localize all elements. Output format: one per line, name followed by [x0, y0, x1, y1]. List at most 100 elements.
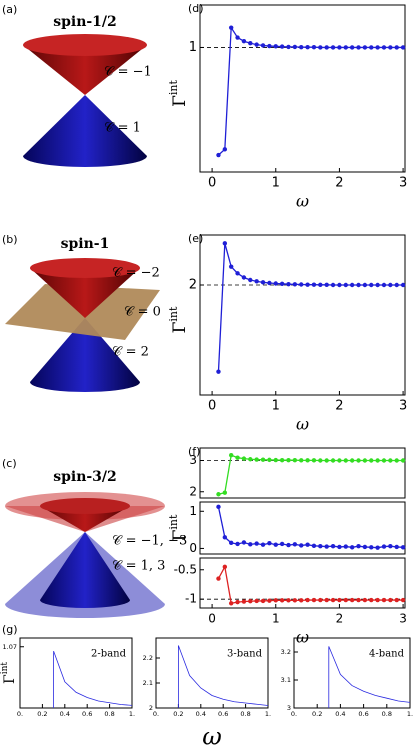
- x-tick-label: 0.6: [218, 710, 228, 718]
- y-axis-label-sup: int: [0, 662, 10, 675]
- data-line: [218, 454, 404, 495]
- data-point: [330, 597, 336, 603]
- data-point: [260, 43, 266, 48]
- y-axis-label-sup: int: [167, 80, 180, 96]
- x-axis-label: ω: [296, 192, 309, 211]
- x-tick-label: 0.2: [37, 710, 47, 718]
- data-point: [349, 597, 355, 603]
- data-point: [305, 542, 310, 547]
- data-point: [267, 43, 272, 49]
- data-point: [369, 282, 374, 288]
- x-tick-label: 1: [272, 612, 280, 626]
- data-point: [394, 458, 399, 463]
- data-point: [235, 455, 240, 460]
- y-tick-label: 2: [189, 484, 197, 498]
- y-axis-label: Γint: [167, 514, 190, 541]
- x-tick-label: 0.6: [82, 710, 92, 718]
- data-point: [388, 45, 393, 50]
- x-tick-label: 0.8: [240, 710, 250, 718]
- x-axis-label: ω: [296, 415, 309, 434]
- data-point: [343, 282, 348, 288]
- data-point: [343, 458, 348, 463]
- data-point: [311, 44, 317, 50]
- y-tick-label: 1: [189, 40, 197, 55]
- data-point: [248, 542, 253, 547]
- data-point: [222, 147, 228, 152]
- data-point: [349, 545, 355, 550]
- data-point: [248, 599, 253, 604]
- data-point: [375, 545, 380, 550]
- y-axis-label-base: Γ: [170, 529, 190, 541]
- y-tick-label: 3: [287, 704, 291, 712]
- data-point: [216, 152, 221, 158]
- data-point: [305, 282, 310, 287]
- x-tick-label: 0.8: [382, 710, 392, 718]
- data-point: [267, 541, 272, 546]
- x-tick-label: 0: [208, 176, 216, 191]
- data-point: [356, 458, 361, 463]
- x-tick-label: 3: [399, 399, 407, 414]
- data-point: [286, 44, 291, 50]
- x-tick-label: 0.2: [312, 710, 322, 718]
- annotation: 4-band: [369, 649, 405, 660]
- data-line: [217, 506, 404, 549]
- panel-title: spin-1: [61, 236, 110, 252]
- data-point: [305, 44, 310, 50]
- data-point: [356, 544, 361, 549]
- data-point: [330, 544, 336, 549]
- data-point: [349, 282, 355, 288]
- data-point: [388, 544, 393, 549]
- plot-frame: [293, 637, 411, 709]
- data-point: [228, 540, 234, 546]
- data-point: [400, 545, 406, 550]
- data-point: [337, 282, 342, 288]
- annotation: 2-band: [91, 649, 127, 660]
- data-line: [217, 243, 404, 372]
- x-tick-label: 0.2: [173, 710, 183, 718]
- annotation: 3-band: [227, 649, 263, 660]
- data-point: [292, 542, 298, 547]
- cone-diagram: [5, 492, 165, 618]
- x-tick-label: 1: [272, 399, 280, 414]
- data-point: [362, 458, 368, 463]
- data-point: [228, 601, 234, 606]
- data-point: [228, 25, 234, 30]
- data-point: [260, 280, 266, 285]
- y-axis-label-base: Γ: [170, 321, 190, 333]
- data-point: [241, 456, 247, 461]
- data-point: [273, 281, 278, 286]
- data-point: [330, 45, 336, 50]
- annotation: 𝒞 = 1: [104, 121, 141, 136]
- data-point: [381, 597, 387, 603]
- data-point: [400, 282, 406, 288]
- data-point: [330, 458, 336, 463]
- x-axis-label: ω: [296, 628, 309, 647]
- data-point: [400, 45, 406, 50]
- data-line: [178, 645, 269, 708]
- data-point: [254, 541, 259, 546]
- data-point: [241, 39, 247, 44]
- x-tick-label: 0.4: [60, 710, 70, 718]
- data-point: [248, 277, 253, 283]
- data-point: [292, 282, 298, 287]
- data-point: [337, 458, 342, 463]
- data-point: [356, 282, 361, 288]
- data-point: [324, 282, 329, 288]
- y-tick-label: 0: [189, 541, 197, 555]
- panel-label: (g): [2, 623, 18, 636]
- data-point: [343, 544, 348, 549]
- data-point: [394, 45, 399, 50]
- panel-label: (c): [2, 457, 17, 470]
- y-tick-label: 3: [189, 453, 197, 467]
- data-point: [241, 599, 247, 604]
- panel-label: (b): [2, 233, 18, 246]
- data-point: [394, 282, 399, 288]
- panel-title: spin-1/2: [53, 14, 117, 30]
- data-point: [228, 452, 234, 458]
- data-line: [328, 646, 411, 708]
- x-tick-label: 1: [272, 176, 280, 191]
- data-point: [305, 458, 310, 463]
- x-tick-label: 1.: [129, 710, 135, 718]
- panel-title: spin-3/2: [53, 469, 117, 485]
- data-point: [318, 544, 323, 549]
